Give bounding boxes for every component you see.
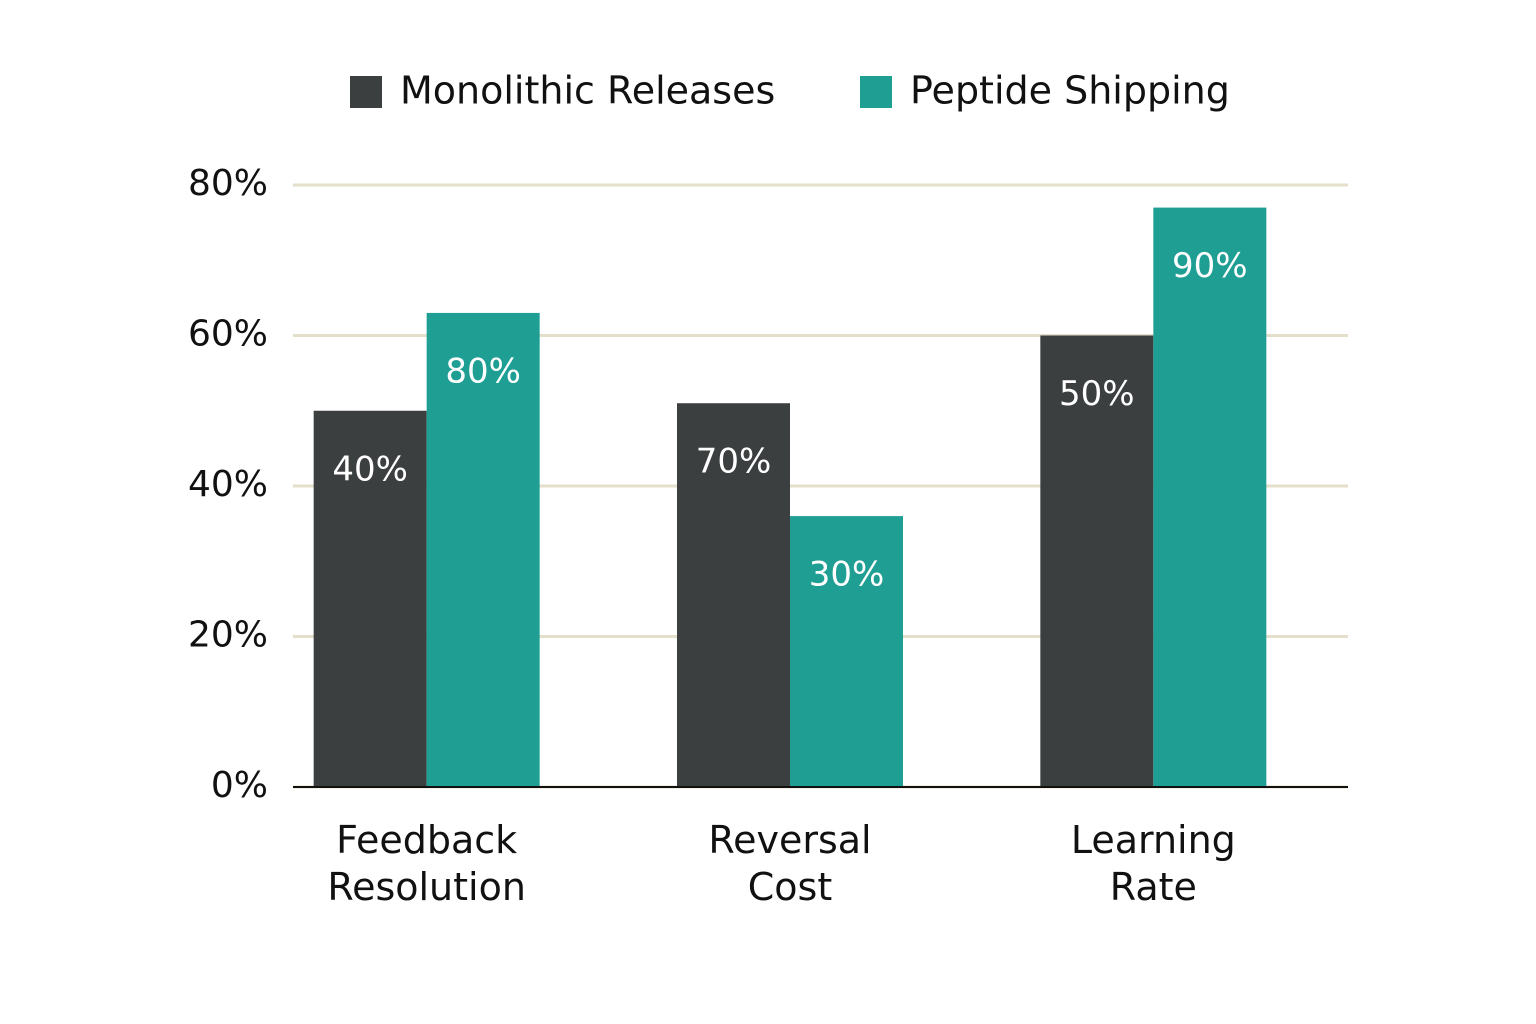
bar-annotation: 40% — [332, 449, 408, 489]
y-tick-label: 40% — [188, 464, 268, 505]
bar — [426, 312, 540, 787]
legend-swatch — [350, 76, 382, 108]
y-tick-label: 0% — [211, 765, 268, 806]
y-tick-label: 80% — [188, 163, 268, 204]
y-tick-label: 60% — [188, 314, 268, 355]
legend-label: Peptide Shipping — [910, 69, 1230, 113]
bar-annotation: 80% — [445, 351, 521, 391]
y-tick-label: 20% — [188, 615, 268, 656]
legend-swatch — [860, 76, 892, 108]
x-tick-label: Feedback Resolution — [327, 818, 526, 909]
bar-annotation: 70% — [696, 442, 772, 482]
bar — [313, 410, 427, 787]
x-tick-label: Reversal Cost — [708, 818, 871, 909]
bar — [790, 516, 903, 787]
bar — [1153, 207, 1267, 787]
bar-annotation: 30% — [809, 555, 885, 595]
bar-annotation: 90% — [1172, 246, 1248, 286]
bar-annotation: 50% — [1059, 374, 1135, 414]
legend-label: Monolithic Releases — [400, 69, 775, 113]
x-tick-label: Learning Rate — [1071, 818, 1236, 909]
bar — [1040, 335, 1154, 787]
bar — [677, 403, 790, 787]
